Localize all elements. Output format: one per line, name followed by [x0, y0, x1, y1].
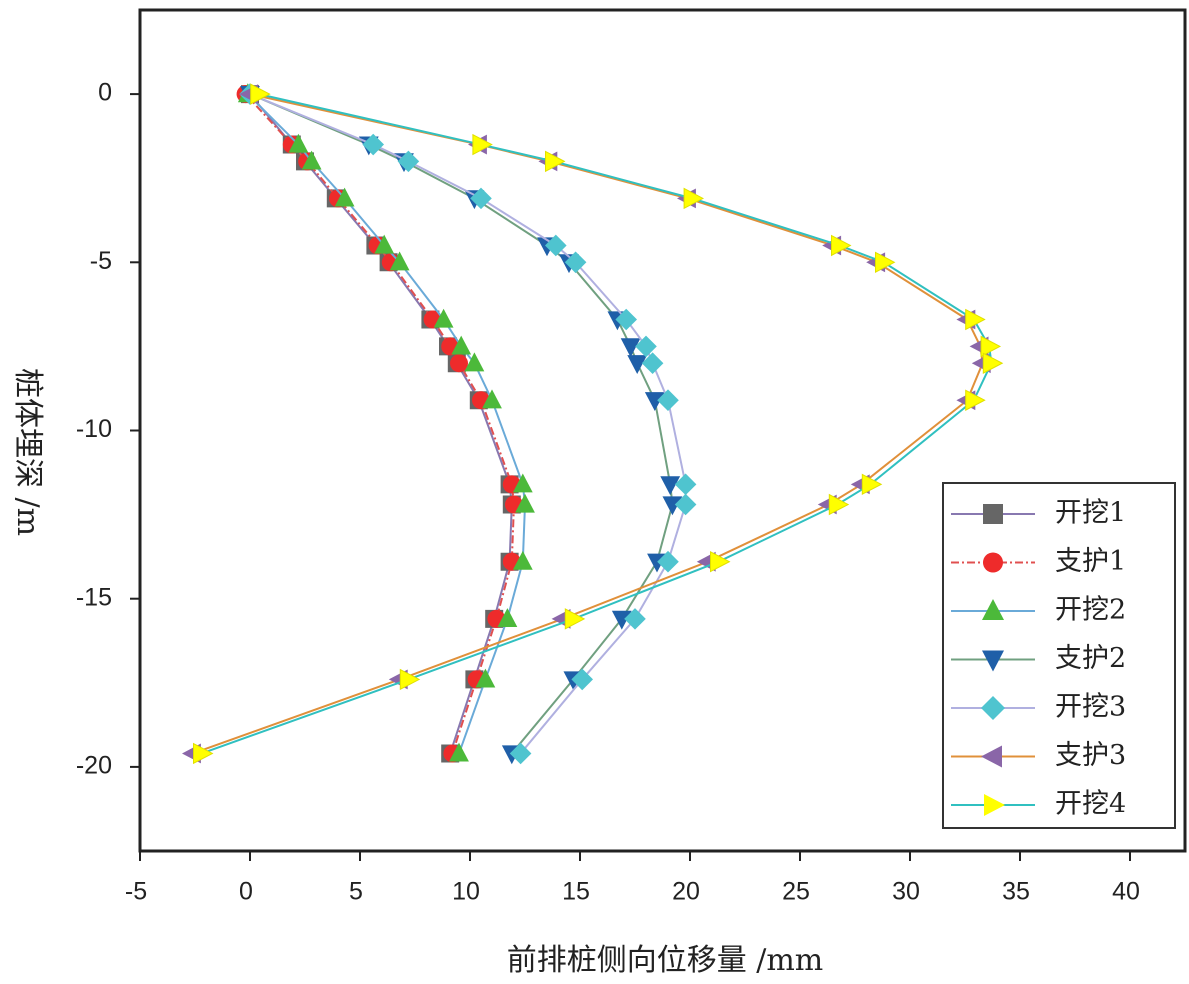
- legend-marker: [983, 504, 1003, 524]
- data-point: [710, 550, 731, 573]
- legend-label: 开挖3: [1055, 692, 1126, 723]
- legend-marker: [984, 794, 1005, 816]
- legend-marker: [982, 650, 1004, 672]
- series-line: [247, 93, 527, 754]
- legend-marker: [981, 696, 1005, 720]
- series-line: [201, 93, 993, 755]
- series-line: [249, 93, 687, 755]
- data-point: [564, 251, 587, 274]
- data-point: [861, 473, 883, 496]
- data-point: [660, 476, 681, 496]
- legend-label: 支护1: [1055, 546, 1126, 577]
- data-point: [482, 389, 502, 409]
- data-point: [615, 308, 637, 331]
- legend-label: 开挖4: [1055, 789, 1126, 820]
- data-point: [433, 308, 454, 328]
- x-tick-label: 25: [782, 878, 810, 906]
- data-point: [334, 187, 355, 207]
- data-point: [250, 83, 271, 105]
- data-point: [635, 335, 657, 358]
- x-axis-label: 前排桩侧向位移量 /mm: [507, 943, 824, 978]
- data-point: [545, 234, 567, 257]
- data-point: [965, 308, 986, 331]
- data-point: [512, 473, 533, 493]
- x-tick-label: 20: [672, 878, 700, 906]
- data-point: [611, 610, 632, 630]
- data-point: [512, 550, 533, 570]
- data-point: [464, 352, 485, 372]
- data-point: [193, 742, 214, 765]
- data-point: [641, 352, 664, 375]
- series-line: [244, 93, 516, 754]
- data-point: [662, 496, 683, 516]
- data-point: [449, 742, 469, 762]
- data-point: [683, 187, 705, 210]
- data-point: [509, 742, 532, 765]
- x-tick-label: 40: [1112, 878, 1140, 906]
- legend-label: 支护3: [1055, 740, 1126, 771]
- data-point: [451, 335, 472, 355]
- data-point: [301, 150, 322, 170]
- y-tick-label: -15: [76, 583, 112, 611]
- legend-marker: [981, 745, 1002, 768]
- data-point: [657, 389, 679, 412]
- x-tick-label: -5: [125, 878, 147, 906]
- data-point: [397, 150, 420, 173]
- legend-marker: [982, 599, 1004, 620]
- y-tick-label: -5: [90, 247, 112, 275]
- data-point: [875, 251, 896, 274]
- y-tick-label: 0: [98, 79, 112, 107]
- x-tick-label: 15: [562, 878, 590, 906]
- legend-marker: [983, 552, 1003, 573]
- data-point: [627, 355, 648, 375]
- data-point: [470, 187, 492, 210]
- data-point: [515, 493, 535, 513]
- x-tick-label: 35: [1002, 878, 1030, 906]
- data-point: [288, 133, 309, 153]
- x-tick-label: 5: [349, 878, 363, 906]
- y-tick-label: -10: [76, 415, 112, 443]
- data-point: [980, 335, 1002, 358]
- data-point: [450, 354, 468, 373]
- data-point: [620, 338, 641, 358]
- data-point: [374, 234, 395, 254]
- series-line: [192, 93, 984, 755]
- data-point: [982, 352, 1004, 374]
- legend-label: 支护2: [1055, 643, 1126, 674]
- x-tick-label: 10: [452, 878, 480, 906]
- y-axis-label: 桩体埋深 /m: [10, 368, 45, 536]
- data-point: [362, 133, 384, 156]
- y-tick-label: -20: [76, 752, 112, 780]
- data-point: [657, 550, 679, 573]
- data-point: [674, 473, 697, 496]
- data-point: [828, 493, 850, 516]
- data-point: [497, 608, 518, 627]
- legend-label: 开挖2: [1055, 595, 1126, 626]
- legend-label: 开挖1: [1055, 498, 1126, 529]
- data-point: [571, 668, 593, 691]
- data-point: [965, 389, 986, 411]
- data-point: [399, 668, 421, 691]
- legend-box: [942, 482, 1176, 829]
- data-point: [472, 133, 493, 156]
- x-tick-label: 0: [239, 878, 253, 906]
- data-point: [674, 493, 697, 516]
- series-line: [249, 93, 674, 755]
- data-point: [475, 668, 496, 688]
- x-tick-label: 30: [892, 878, 920, 906]
- data-point: [564, 608, 586, 630]
- data-point: [624, 608, 646, 630]
- data-point: [831, 234, 852, 257]
- data-point: [389, 251, 410, 271]
- data-point: [545, 150, 566, 173]
- data-point: [644, 392, 665, 412]
